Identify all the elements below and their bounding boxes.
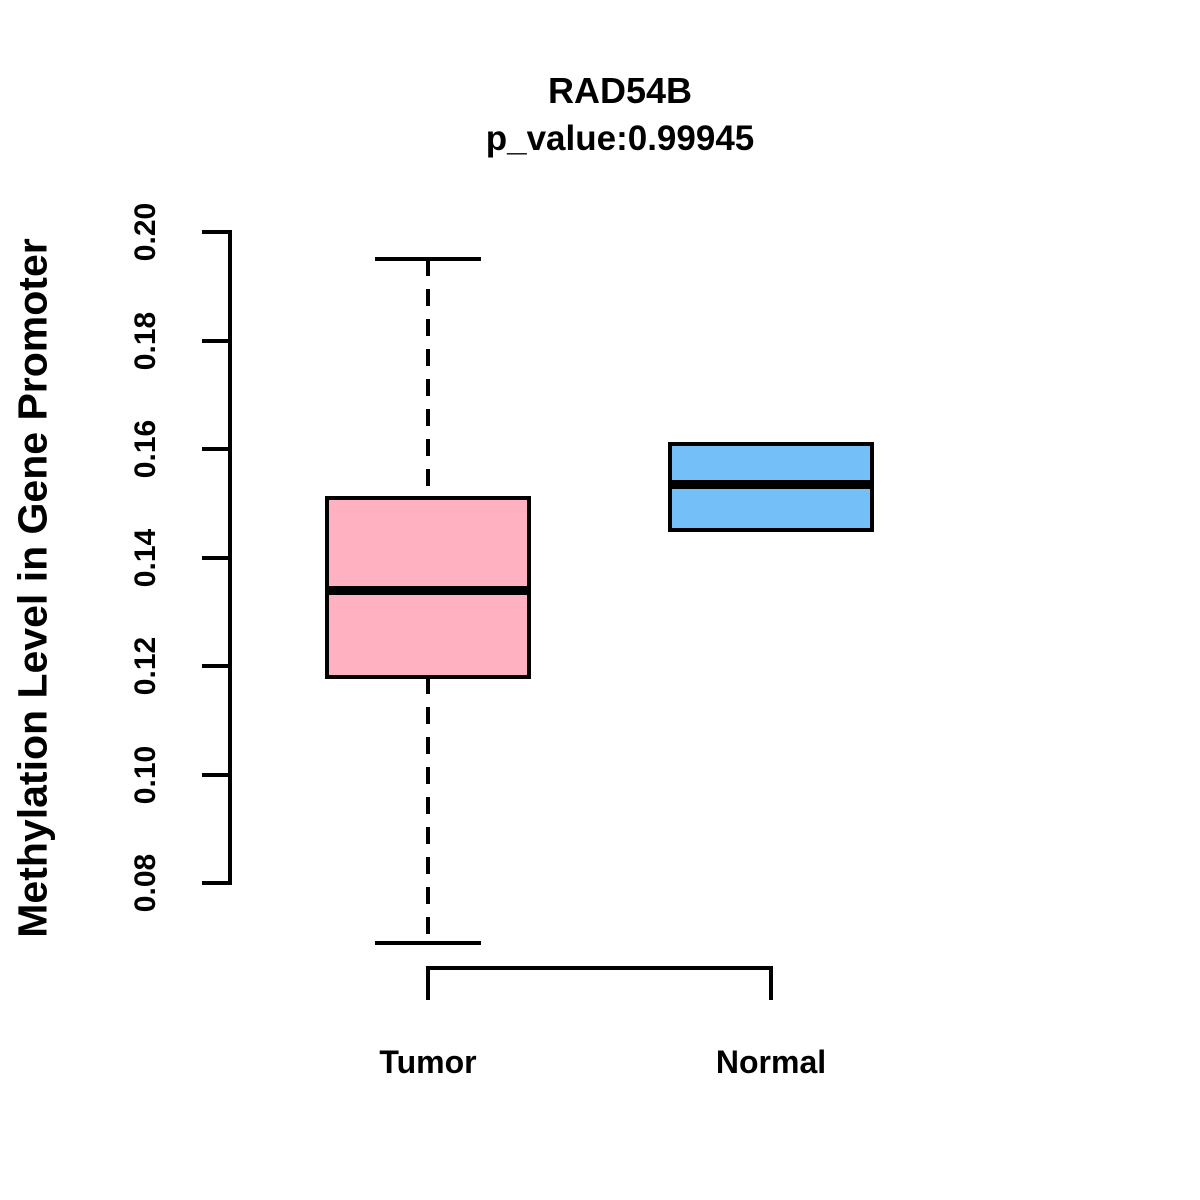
y-tick [202,230,230,234]
y-tick-label-text: 0.12 [129,636,162,696]
median-tumor [328,585,528,595]
y-tick [202,881,230,885]
whisker-lower-tumor [426,676,430,943]
y-tick [202,555,230,560]
y-axis-line [228,230,232,885]
median-normal [671,479,871,489]
x-axis-tick [769,966,773,1000]
x-axis-line [426,966,773,970]
x-axis-tick [426,966,430,1000]
plot-title: RAD54B [547,70,693,111]
y-tick [202,447,230,451]
y-tick-label-text: 0.18 [129,311,162,370]
y-tick-label-text: 0.16 [129,419,162,479]
y-tick-label-text: 0.20 [129,202,162,262]
whisker-cap-lower-tumor [375,940,481,945]
y-tick [202,338,230,343]
y-tick-label-text: 0.08 [129,853,162,913]
y-tick-label-text: 0.10 [129,745,162,804]
plot-subtitle: p_value:0.99945 [485,119,755,158]
y-tick [202,664,230,668]
x-category-label-tumor: Tumor [379,1044,477,1080]
whisker-cap-upper-tumor [375,257,481,262]
y-tick [202,772,230,777]
whisker-upper-tumor [426,259,430,498]
x-category-label-normal: Normal [715,1044,827,1080]
y-tick-label-text: 0.14 [129,528,162,587]
y-axis-label-text: Methylation Level in Gene Promoter [9,238,56,938]
